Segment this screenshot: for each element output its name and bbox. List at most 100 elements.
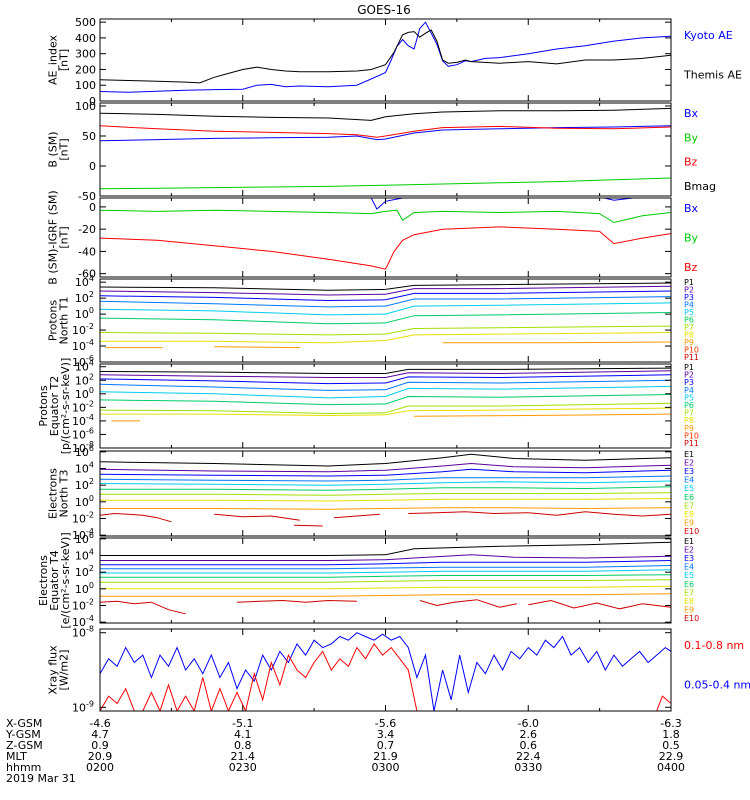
y-tick-label: 10-4 [72,614,94,629]
y-tick-label: 104 [75,274,94,289]
legend-entry: E8 [684,510,694,519]
legend-entry: Bz [684,156,698,169]
y-tick-label: 106 [75,444,94,459]
footer-value: -6.3 [660,717,681,730]
legend-entry: P11 [684,439,699,448]
y-tick-label: 10-4 [72,338,94,353]
y-tick-label: 10-8 [72,440,94,455]
series-line-e_t3-12 [334,513,380,519]
series-line-p_t2-2 [100,374,671,385]
legend-entry: P4 [684,301,694,310]
series-line-p_t1-6 [100,325,671,336]
legend-entry: P8 [684,416,694,425]
footer-value: 0.8 [234,739,252,752]
panel-xray-series [100,632,671,711]
series-line-p_t1-9 [214,346,300,349]
y-tick-label: 100 [75,100,96,113]
y-tick-label: -40 [78,245,96,258]
series-line-e_t3-14 [528,511,671,517]
footer-value: 4.1 [234,728,252,741]
legend-entry: Themis AE [683,68,742,81]
footer-value: -4.6 [89,717,110,730]
legend-entry: E9 [684,605,694,614]
series-line-p_t2-0 [100,367,671,374]
legend-entry: E5 [684,484,694,493]
legend-entry: P3 [684,293,694,302]
footer-value: 1.8 [662,728,680,741]
legend-entry: P2 [684,286,694,295]
legend-entry: E3 [684,554,694,563]
footer-value: 0300 [372,761,400,774]
footer-value: -5.1 [232,717,253,730]
legend-entry: E6 [684,580,694,589]
legend-entry: Bz [684,261,698,274]
series-line-e_t4-8 [100,593,671,597]
y-axis-label: North T1 [58,297,71,345]
series-line-e_t3-9 [100,512,172,523]
series-line-p_t2-9 [414,413,671,417]
footer-value: 21.4 [231,750,256,763]
y-tick-label: 10-4 [72,527,94,542]
footer-value: -5.6 [375,717,396,730]
y-tick-label: 10-2 [72,598,94,613]
y-tick-label: 100 [75,581,94,596]
series-line-e_t3-8 [100,507,671,510]
footer-row-label: X-GSM [6,717,42,730]
y-tick-label: 500 [75,16,96,29]
panel-frame [99,197,672,278]
legend-entry: 0.1-0.8 nm [684,639,744,652]
series-line-xray-1 [100,642,671,711]
chart-title: GOES-16 [357,3,411,17]
y-tick-label: 104 [75,548,94,563]
y-tick-label: 10-6 [72,426,94,441]
y-axis-label: B (SM) [47,131,60,167]
legend-entry: P6 [684,316,694,325]
series-line-e_t4-12 [528,599,671,610]
legend-entry: E1 [684,450,694,459]
panel-bsm: 100 50 0 -50 B (SM)[nT] Bx By Bz Bmag [47,100,717,203]
series-line-e_t3-7 [100,498,671,502]
y-tick-label: 10-9 [72,699,94,714]
series-line-e_t4-5 [100,574,671,578]
footer-table: X-GSM -4.6 -5.1 -5.6 -6.0 -6.3 Y-GSM 4.7 4.1 3.4 2… [5,717,685,785]
legend-entry: By [684,131,699,144]
legend-entry: P9 [684,424,694,433]
series-line-p_t2-5 [100,394,671,406]
footer-value: 0.9 [91,739,109,752]
y-tick-label: 200 [75,63,96,76]
legend-entry: P4 [684,386,694,395]
series-line-p_t1-5 [100,312,671,325]
legend-entry: P3 [684,378,694,387]
y-tick-label: 300 [75,48,96,61]
footer-value: 3.4 [377,728,395,741]
series-line-bsm-3 [100,107,671,121]
series-line-ae-0 [100,21,671,93]
series-line-e_t3-11 [294,524,323,527]
y-tick-label: 104 [75,359,94,374]
series-line-p_t1-3 [100,296,671,308]
series-line-e_t3-1 [100,462,671,473]
series-line-e_t3-10 [214,513,300,521]
series-line-e_t3-4 [100,480,671,486]
footer-value: 0200 [86,761,114,774]
y-tick-label: 10-6 [72,354,94,369]
series-line-e_t3-2 [100,468,671,477]
panel-ae-series [100,21,671,93]
series-line-e_t4-11 [419,599,517,608]
legend-entry: P9 [684,338,694,347]
series-line-e_t4-2 [100,560,671,566]
y-tick-label: 10-2 [72,511,94,526]
series-line-p_t1-1 [100,285,671,296]
series-line-bigrf-0 [361,198,638,210]
footer-value: 0400 [657,761,685,774]
legend-entry: Bmag [684,180,716,193]
y-axis-label: B (SM)-IGRF (SM) [47,190,60,284]
legend-entry: E8 [684,597,694,606]
series-line-bigrf-2 [100,226,671,270]
footer-value: 20.9 [88,750,113,763]
